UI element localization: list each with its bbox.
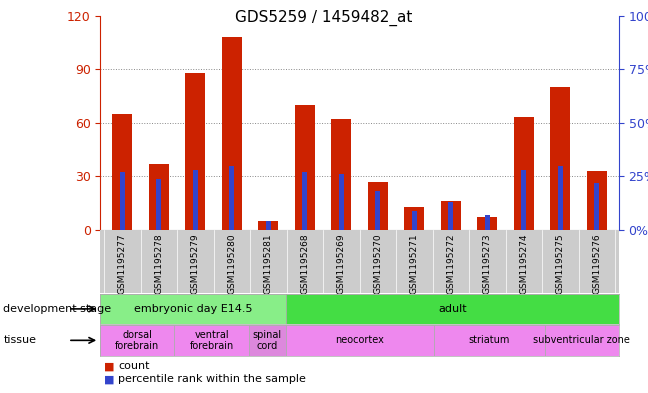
Bar [222, 37, 242, 230]
Bar [156, 178, 161, 230]
Bar [112, 114, 132, 230]
Text: GSM1195272: GSM1195272 [446, 233, 456, 294]
Bar [303, 172, 307, 230]
Text: percentile rank within the sample: percentile rank within the sample [118, 374, 306, 384]
Text: GSM1195276: GSM1195276 [592, 233, 601, 294]
Text: GSM1195281: GSM1195281 [264, 233, 273, 294]
Text: tissue: tissue [3, 335, 36, 345]
Bar [545, 325, 619, 356]
Bar [594, 183, 599, 230]
Bar [478, 217, 498, 230]
Bar [286, 325, 434, 356]
Bar [229, 165, 235, 230]
Text: ■: ■ [104, 374, 114, 384]
Text: count: count [118, 361, 150, 371]
Bar [100, 325, 174, 356]
Text: ventral
forebrain: ventral forebrain [189, 330, 234, 351]
Bar [286, 294, 619, 324]
Text: GSM1195274: GSM1195274 [520, 233, 528, 294]
Text: GSM1195270: GSM1195270 [373, 233, 382, 294]
Text: GSM1195271: GSM1195271 [410, 233, 419, 294]
Bar [441, 201, 461, 230]
Bar [558, 165, 563, 230]
Bar [149, 164, 169, 230]
Text: development stage: development stage [3, 304, 111, 314]
Text: subventricular zone: subventricular zone [533, 335, 631, 345]
Text: dorsal
forebrain: dorsal forebrain [115, 330, 159, 351]
Bar [193, 170, 198, 230]
Bar [404, 207, 424, 230]
Text: GSM1195280: GSM1195280 [227, 233, 237, 294]
Text: GSM1195278: GSM1195278 [154, 233, 163, 294]
Bar [434, 325, 545, 356]
Bar [514, 118, 534, 230]
Text: embryonic day E14.5: embryonic day E14.5 [133, 304, 252, 314]
Bar [331, 119, 351, 230]
Bar [174, 325, 249, 356]
Text: ■: ■ [104, 361, 114, 371]
Text: adult: adult [438, 304, 467, 314]
Bar [522, 170, 526, 230]
Text: striatum: striatum [469, 335, 510, 345]
Bar [368, 182, 388, 230]
Text: GSM1195273: GSM1195273 [483, 233, 492, 294]
Text: neocortex: neocortex [335, 335, 384, 345]
Bar [249, 325, 286, 356]
Bar [550, 87, 570, 230]
Text: GSM1195277: GSM1195277 [118, 233, 127, 294]
Bar [412, 211, 417, 230]
Text: GSM1195279: GSM1195279 [191, 233, 200, 294]
Text: GDS5259 / 1459482_at: GDS5259 / 1459482_at [235, 10, 413, 26]
Text: GSM1195268: GSM1195268 [301, 233, 309, 294]
Text: spinal
cord: spinal cord [253, 330, 282, 351]
Bar [185, 73, 205, 230]
Bar [259, 221, 279, 230]
Bar [448, 202, 454, 230]
Bar [587, 171, 607, 230]
Bar [120, 172, 125, 230]
Bar [100, 294, 286, 324]
Bar [375, 191, 380, 230]
Text: GSM1195269: GSM1195269 [337, 233, 346, 294]
Bar [485, 215, 490, 230]
Text: GSM1195275: GSM1195275 [556, 233, 565, 294]
Bar [266, 221, 271, 230]
Bar [295, 105, 315, 230]
Bar [339, 174, 344, 230]
